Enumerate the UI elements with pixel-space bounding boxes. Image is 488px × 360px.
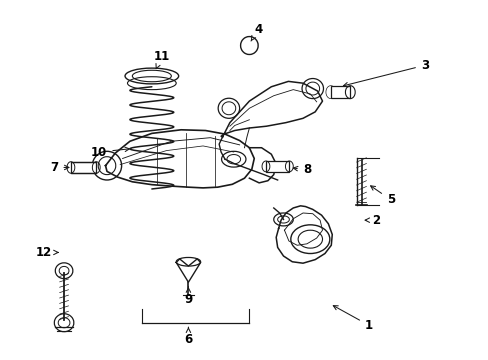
Text: 10: 10 <box>91 145 129 158</box>
Bar <box>265 161 289 172</box>
Text: 5: 5 <box>370 186 394 206</box>
Text: 6: 6 <box>184 328 192 346</box>
Text: 12: 12 <box>36 246 58 259</box>
Text: 2: 2 <box>365 214 380 227</box>
Text: 9: 9 <box>184 287 192 306</box>
Text: 11: 11 <box>153 50 169 69</box>
Text: 4: 4 <box>250 23 262 41</box>
Text: 1: 1 <box>333 306 372 332</box>
Text: 7: 7 <box>50 161 69 174</box>
Bar <box>71 162 96 173</box>
Text: 8: 8 <box>293 163 310 176</box>
Bar <box>330 86 349 98</box>
Text: 3: 3 <box>343 59 428 87</box>
